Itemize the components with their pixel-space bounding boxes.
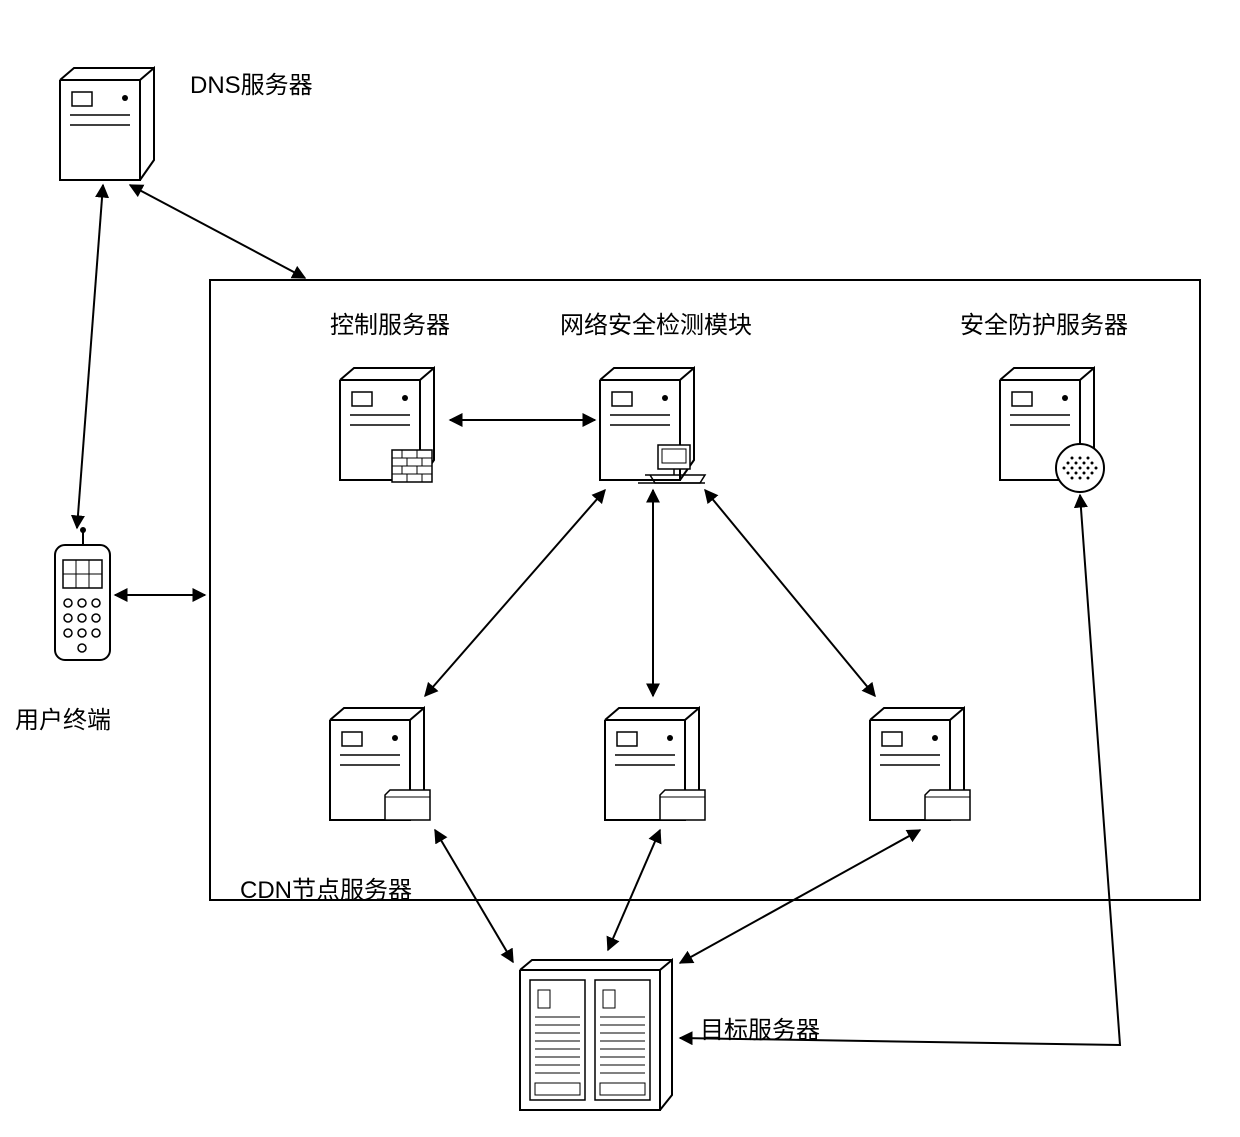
edge-cdn3-target xyxy=(680,830,920,963)
cdn-node-label: CDN节点服务器 xyxy=(240,870,412,905)
dns-server-icon xyxy=(60,68,154,180)
security-detection-icon xyxy=(600,368,705,483)
dns-server-label: DNS服务器 xyxy=(190,65,313,100)
cdn-node-2-icon xyxy=(605,708,705,820)
diagram-canvas xyxy=(0,0,1240,1137)
protection-server-label: 安全防护服务器 xyxy=(960,305,1128,340)
user-terminal-label: 用户终端 xyxy=(15,700,111,735)
target-server-label: 目标服务器 xyxy=(700,1010,820,1045)
cdn-node-3-icon xyxy=(870,708,970,820)
security-detection-label: 网络安全检测模块 xyxy=(560,305,752,340)
edge-dns-box xyxy=(130,185,305,278)
control-server-label: 控制服务器 xyxy=(330,305,450,340)
protection-server-icon xyxy=(1000,368,1104,492)
edge-dns-user xyxy=(77,185,103,528)
edge-cdn2-target xyxy=(608,830,660,950)
edge-cdn1-target xyxy=(435,830,513,962)
control-server-icon xyxy=(340,368,434,482)
edge-security-cdn3 xyxy=(705,490,875,696)
cdn-node-1-icon xyxy=(330,708,430,820)
edge-security-cdn1 xyxy=(425,490,605,696)
target-server-icon xyxy=(520,960,672,1110)
user-terminal-icon xyxy=(55,527,110,660)
